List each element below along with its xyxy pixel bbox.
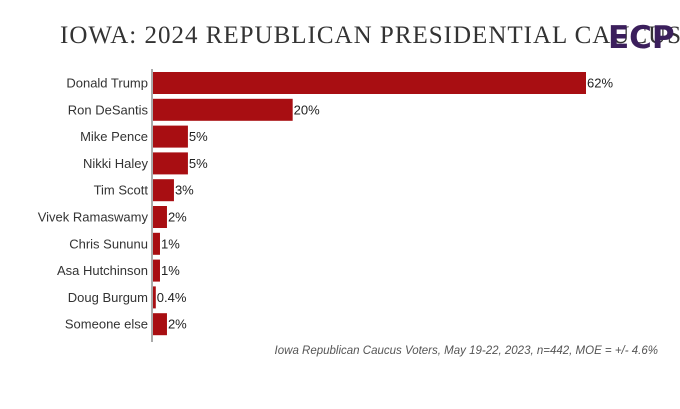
category-label: Someone else	[65, 317, 148, 332]
bar	[153, 206, 167, 228]
data-label: 20%	[294, 102, 320, 117]
data-label: 1%	[161, 263, 180, 278]
bar	[153, 152, 188, 175]
survey-note: Iowa Republican Caucus Voters, May 19-22…	[274, 345, 658, 357]
category-label: Donald Trump	[66, 76, 148, 91]
ecp-logo-icon: ECP	[608, 20, 675, 56]
data-label: 0.4%	[157, 290, 187, 305]
data-label: 5%	[189, 129, 208, 144]
bar	[153, 286, 156, 309]
category-label: Ron DeSantis	[68, 102, 149, 117]
category-label: Vivek Ramaswamy	[38, 210, 149, 225]
category-label: Tim Scott	[94, 183, 149, 198]
category-label: Doug Burgum	[68, 290, 148, 305]
bar	[153, 313, 167, 336]
data-label: 2%	[168, 317, 187, 332]
logo-text: ECP	[608, 20, 675, 56]
bar	[153, 259, 160, 282]
category-label: Mike Pence	[80, 129, 148, 144]
data-label: 5%	[189, 156, 208, 171]
bar	[153, 72, 586, 94]
category-label: Nikki Haley	[83, 156, 149, 171]
data-label: 62%	[587, 76, 613, 91]
data-label: 3%	[175, 183, 194, 198]
bar	[153, 98, 293, 121]
category-label: Chris Sununu	[69, 236, 148, 251]
data-label: 2%	[168, 210, 187, 225]
bar	[153, 125, 188, 148]
category-label: Asa Hutchinson	[57, 263, 148, 278]
bar	[153, 232, 160, 255]
data-label: 1%	[161, 236, 180, 251]
bar	[153, 179, 174, 202]
chart-title: IOWA: 2024 REPUBLICAN PRESIDENTIAL CAUCU…	[60, 22, 680, 49]
